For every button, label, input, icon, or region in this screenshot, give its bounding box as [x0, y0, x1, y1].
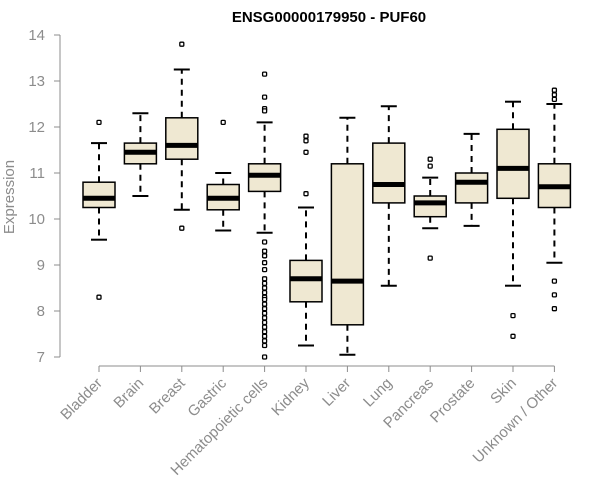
y-tick-label: 13 [28, 73, 45, 90]
outlier-point [303, 133, 309, 139]
outlier-point [261, 324, 268, 330]
outlier-point [261, 310, 268, 316]
iqr-box [372, 142, 406, 204]
box-group [165, 41, 199, 231]
outlier-point [261, 285, 268, 291]
outlier-point [261, 289, 268, 296]
outlier-point [261, 301, 268, 307]
outlier-point [261, 333, 268, 339]
outlier-point [261, 276, 268, 282]
box-group [537, 87, 572, 312]
outlier-point [303, 191, 309, 197]
outlier-point [261, 94, 268, 100]
outlier-point [261, 253, 268, 259]
outlier-point [551, 306, 558, 312]
y-tick-label: 7 [37, 349, 45, 366]
box-group [496, 100, 530, 339]
y-tick-label: 8 [37, 303, 45, 320]
y-axis-label: Expression [1, 160, 18, 234]
outlier-point [261, 354, 268, 360]
box-group [247, 71, 282, 360]
box-group [123, 112, 158, 197]
outlier-point [179, 41, 185, 47]
y-tick-label: 10 [28, 211, 45, 228]
x-tick-label: Breast [146, 374, 189, 417]
y-tick-label: 14 [28, 27, 45, 44]
outlier-point [261, 266, 268, 273]
outlier-point [261, 329, 268, 335]
outlier-point [261, 239, 268, 245]
outlier-point [261, 71, 268, 77]
outlier-point [551, 96, 558, 103]
outlier-point [427, 255, 433, 261]
outlier-point [510, 333, 516, 339]
x-tick-label: Prostate [427, 375, 479, 427]
box-series [82, 41, 572, 360]
outlier-point [551, 278, 558, 284]
outlier-point [261, 280, 268, 287]
y-tick-label: 9 [37, 257, 45, 274]
outlier-point [551, 87, 558, 93]
y-tick-label: 12 [28, 119, 45, 136]
iqr-box [413, 195, 447, 218]
outlier-point [427, 163, 433, 169]
x-tick-label: Bladder [57, 375, 106, 424]
box-group [206, 119, 240, 232]
outlier-point [261, 260, 268, 266]
x-tick-label: Brain [110, 375, 147, 412]
box-group [289, 133, 323, 347]
x-tick-label: Lung [360, 375, 396, 411]
outlier-point [261, 108, 268, 114]
outlier-point [96, 294, 102, 300]
iqr-box [454, 172, 489, 204]
outlier-point [261, 296, 268, 303]
outlier-point [261, 248, 268, 254]
outlier-point [261, 338, 268, 344]
outlier-point [220, 119, 226, 126]
outlier-point [510, 312, 516, 319]
iqr-box [496, 128, 530, 200]
outlier-point [261, 319, 268, 326]
box-group [330, 116, 365, 356]
outlier-point [551, 292, 558, 298]
outlier-point [179, 225, 185, 231]
outlier-point [261, 306, 268, 312]
iqr-box [330, 163, 365, 326]
box-group [372, 105, 406, 287]
iqr-box [165, 117, 199, 160]
box-group [413, 156, 447, 261]
box-group [82, 119, 116, 300]
x-tick-label: Kidney [268, 374, 313, 419]
box-group [454, 132, 489, 227]
x-tick-label: Skin [487, 375, 520, 408]
outlier-point [303, 149, 309, 155]
outlier-point [303, 138, 309, 144]
y-tick-label: 11 [29, 165, 45, 182]
y-axis: 7 8 9 10 11 12 13 14 [28, 27, 61, 366]
chart-title: ENSG00000179950 - PUF60 [232, 9, 426, 26]
outlier-point [261, 315, 268, 321]
outlier-point [96, 119, 102, 126]
outlier-point [261, 342, 268, 349]
outlier-point [551, 92, 558, 98]
outlier-point [427, 156, 433, 162]
iqr-box [82, 181, 116, 209]
x-tick-label: Liver [319, 375, 354, 410]
